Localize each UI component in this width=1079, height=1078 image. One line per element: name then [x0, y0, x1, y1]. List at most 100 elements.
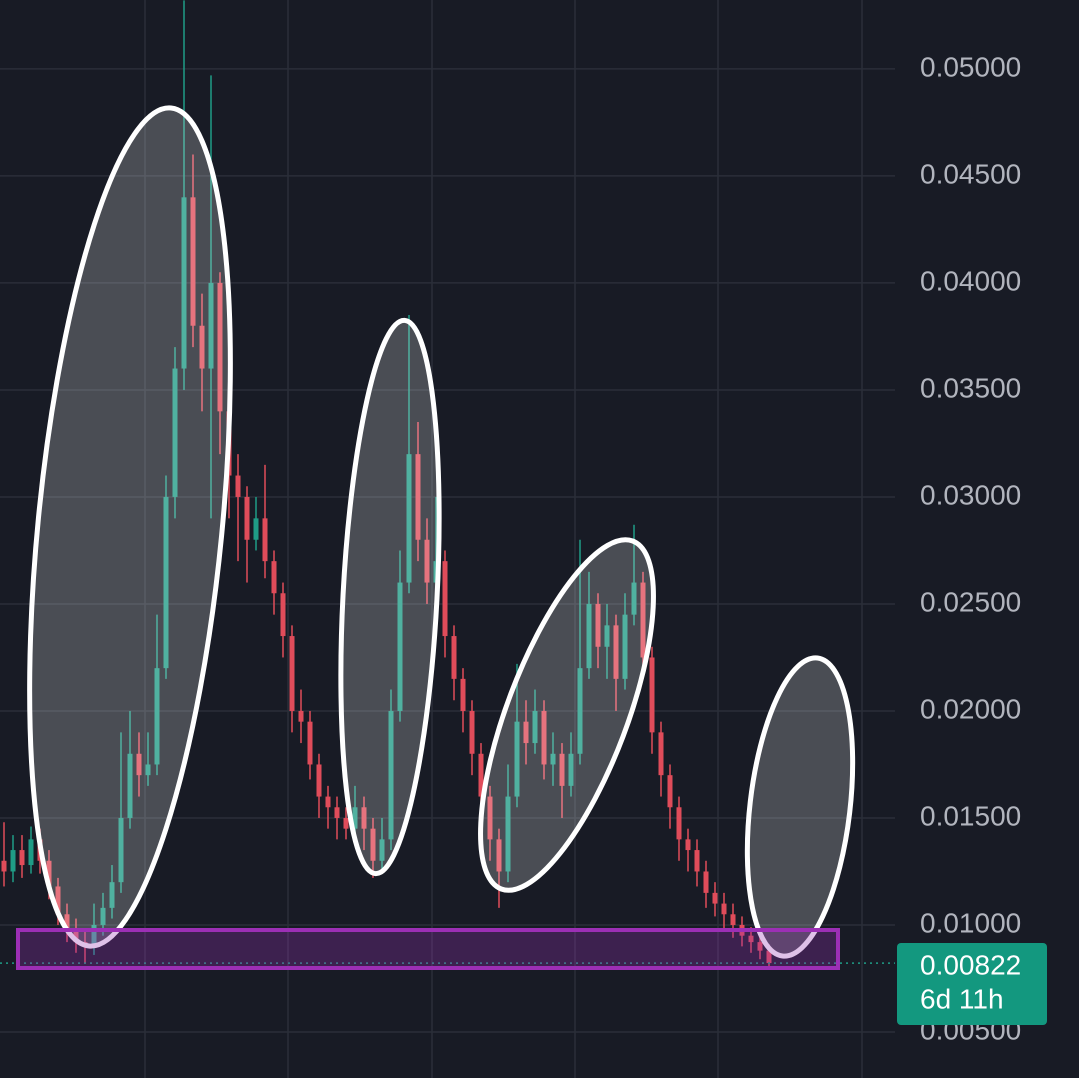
candle-body	[127, 753, 133, 818]
candle-body	[613, 625, 619, 679]
y-tick-label: 0.02500	[920, 586, 1021, 617]
candle-body	[316, 764, 322, 797]
candle-body	[46, 860, 52, 887]
candle-body	[442, 561, 448, 637]
candle-body	[649, 657, 655, 733]
candle-body	[604, 625, 610, 647]
y-tick-label: 0.03000	[920, 479, 1021, 510]
candle-body	[730, 914, 736, 925]
candle-body	[622, 614, 628, 679]
candle-body	[307, 721, 313, 765]
candle-body	[73, 929, 79, 943]
candle-body	[199, 325, 205, 369]
y-tick-label: 0.05000	[920, 51, 1021, 82]
y-tick-label: 0.02000	[920, 693, 1021, 724]
candle-body	[568, 753, 574, 786]
price-box	[897, 943, 1047, 1025]
candle-body	[361, 807, 367, 829]
candle-body	[118, 817, 124, 883]
candle-body	[343, 817, 349, 829]
candle-body	[325, 796, 331, 808]
candle-body	[172, 368, 178, 497]
candle-body	[91, 924, 97, 947]
annotations	[16, 105, 856, 970]
candle-body	[289, 636, 295, 711]
candle-body	[559, 753, 565, 786]
candle-body	[424, 539, 430, 583]
candle-body	[577, 668, 583, 754]
candle-body	[154, 668, 160, 765]
candle-body	[550, 753, 556, 765]
candle-body	[478, 753, 484, 797]
candle-body	[640, 582, 646, 658]
candle-body	[658, 732, 664, 776]
candle-body	[244, 496, 250, 540]
candle-body	[505, 796, 511, 872]
candle-body	[460, 678, 466, 711]
support-zone	[16, 928, 840, 970]
y-tick-label: 0.04500	[920, 158, 1021, 189]
candle-body	[181, 197, 187, 369]
candle-body	[469, 710, 475, 754]
candle-body	[253, 518, 259, 540]
candle-body	[415, 454, 421, 540]
candle-body	[163, 496, 169, 669]
candle-body	[667, 775, 673, 808]
candle-body	[208, 282, 214, 369]
y-tick-label: 0.04000	[920, 265, 1021, 296]
countdown: 6d 11h	[920, 983, 1004, 1014]
candle-body	[190, 197, 196, 326]
candle-body	[586, 603, 592, 669]
candle-body	[532, 710, 538, 744]
candle-body	[496, 839, 502, 872]
candle-body	[712, 892, 718, 904]
highlight-ellipse	[27, 105, 233, 949]
candle-body	[334, 807, 340, 818]
highlight-ellipse	[338, 317, 442, 877]
candle-body	[676, 807, 682, 840]
candle-body	[352, 807, 358, 829]
candle-body	[280, 593, 286, 637]
candle-body	[406, 454, 412, 583]
candle-body	[721, 903, 727, 915]
candle-body	[388, 710, 394, 840]
highlight-ellipse	[478, 537, 656, 893]
candle-body	[766, 950, 772, 964]
candle-body	[28, 839, 34, 866]
candle-body	[145, 764, 151, 776]
candle-body	[523, 721, 529, 744]
candle-body	[217, 282, 223, 412]
y-tick-label: 0.03500	[920, 372, 1021, 403]
y-tick-label: 0.01500	[920, 800, 1021, 831]
candle-body	[19, 850, 25, 866]
last-price-label: 0.00822	[920, 949, 1021, 980]
candle-body	[379, 839, 385, 861]
candle-body	[136, 753, 142, 776]
candle-body	[757, 942, 763, 951]
highlight-ellipse	[744, 655, 856, 959]
candle-body	[541, 710, 547, 765]
candle-body	[514, 721, 520, 797]
candle-body	[595, 603, 601, 647]
candle-body	[370, 828, 376, 861]
candle-body	[10, 850, 16, 872]
candle-body	[235, 475, 241, 497]
candle-body	[100, 907, 106, 925]
candle-body	[631, 582, 637, 615]
candle-body	[487, 796, 493, 840]
candle-body	[64, 914, 70, 930]
candle-body	[298, 710, 304, 722]
candle-body	[451, 636, 457, 679]
candle-body	[262, 518, 268, 562]
candle-body	[748, 935, 754, 943]
candle-body	[55, 886, 61, 915]
y-tick-label: 0.01000	[920, 907, 1021, 938]
candle-body	[703, 871, 709, 893]
candle-body	[685, 839, 691, 851]
candle-body	[694, 850, 700, 872]
candle-body	[109, 882, 115, 908]
vertical-grid	[144, 0, 863, 1078]
candle-body	[1, 860, 7, 872]
